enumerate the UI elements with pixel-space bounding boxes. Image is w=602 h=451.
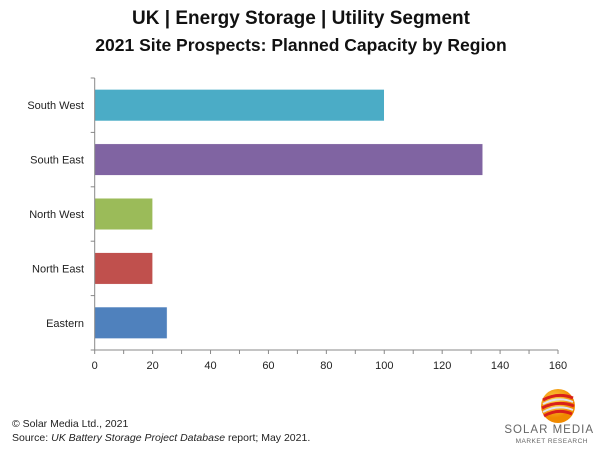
x-tick-label: 80 — [320, 360, 332, 372]
x-tick-label: 120 — [433, 360, 451, 372]
source-note: Source: UK Battery Storage Project Datab… — [12, 432, 310, 444]
x-tick-label: 0 — [92, 360, 98, 372]
x-tick-label: 140 — [491, 360, 509, 372]
category-label: North East — [32, 263, 84, 275]
category-label: South West — [27, 100, 84, 112]
source-prefix: Source: — [12, 432, 52, 444]
bar-south-west — [94, 89, 385, 122]
bar-north-east — [94, 252, 153, 285]
logo-tagline: MARKET RESEARCH — [515, 438, 588, 445]
chart-title: UK | Energy Storage | Utility Segment — [132, 8, 470, 29]
solar-media-logo-icon — [541, 389, 575, 423]
copyright: © Solar Media Ltd., 2021 — [12, 418, 129, 430]
x-tick-label: 60 — [262, 360, 274, 372]
x-tick-label: 100 — [375, 360, 393, 372]
x-tick-label: 20 — [146, 360, 158, 372]
source-title: UK Battery Storage Project Database — [51, 432, 226, 444]
x-tick-label: 160 — [549, 360, 567, 372]
category-label: South East — [30, 155, 84, 167]
chart-subtitle: 2021 Site Prospects: Planned Capacity by… — [95, 35, 507, 55]
source-suffix: report; May 2021. — [225, 432, 311, 444]
logo-name: SOLAR MEDIA — [504, 424, 594, 436]
bar-south-east — [94, 143, 483, 176]
bar-eastern — [94, 306, 168, 339]
category-label: North West — [29, 209, 84, 221]
category-label: Eastern — [46, 318, 84, 330]
bar-north-west — [94, 197, 153, 231]
x-tick-label: 40 — [204, 360, 216, 372]
